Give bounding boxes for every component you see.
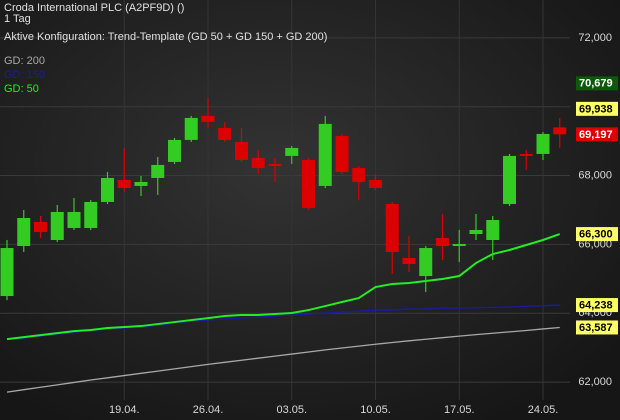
candle-body [84, 201, 98, 228]
price-tag-label: 69,197 [579, 129, 613, 141]
x-tick-label: 19.04. [109, 404, 140, 416]
moving-average-line [6, 326, 560, 393]
price-tag [576, 227, 618, 242]
candle-body [134, 181, 148, 186]
candle-body [235, 141, 248, 160]
price-tag [576, 320, 618, 335]
legend-entry: GD: 50 [4, 83, 39, 95]
x-tick-label: 17.05. [444, 404, 475, 416]
x-tick-label: 24.05. [528, 404, 559, 416]
chart-title: Croda International PLC (A2PF9D) () [4, 2, 184, 14]
candle-body [402, 258, 416, 265]
y-tick-label: 62,000 [578, 376, 612, 388]
legend-entry: GD: 150 [4, 69, 45, 81]
candle-body [469, 229, 483, 235]
price-tag [576, 101, 618, 116]
candle-body [519, 153, 533, 156]
candle-body [318, 123, 332, 186]
candle-body [34, 221, 47, 233]
candle-body [335, 135, 349, 172]
candle-body [17, 218, 31, 247]
candle-body [436, 238, 449, 247]
x-tick-label: 10.05. [360, 404, 391, 416]
candle-body [285, 147, 299, 156]
candle-body [302, 159, 315, 208]
candle-body [201, 115, 215, 122]
y-tick-label: 68,000 [578, 169, 612, 181]
candle-body [117, 179, 131, 188]
candle-body [184, 117, 198, 140]
candle-body [385, 203, 399, 253]
candle-body [486, 220, 500, 240]
x-tick-label: 26.04. [193, 404, 224, 416]
y-tick-label: 66,000 [578, 238, 612, 250]
candle-body [168, 139, 181, 162]
x-tick-label: 03.05. [276, 404, 307, 416]
candle-body [553, 127, 567, 135]
config-text: Aktive Konfiguration: Trend-Template (GD… [4, 31, 327, 43]
price-tag-label: 66,300 [579, 228, 613, 240]
candle-body [369, 179, 382, 188]
price-tag-label: 64,238 [579, 299, 613, 311]
price-tag [576, 298, 618, 313]
price-tag [576, 76, 618, 91]
candle-body [419, 248, 433, 277]
price-tag-label: 69,938 [579, 103, 613, 115]
candle-body [268, 163, 282, 166]
candle-body [218, 127, 232, 140]
candle-body [251, 157, 265, 168]
price-tag [576, 127, 618, 142]
candle-body [101, 177, 114, 202]
price-tag-label: 63,587 [579, 322, 613, 334]
candle-body [536, 133, 550, 154]
candle-body [67, 211, 81, 228]
candle-body [503, 155, 516, 204]
y-tick-label: 72,000 [578, 32, 612, 44]
legend-entry: GD: 200 [4, 55, 45, 67]
candle-body [352, 167, 366, 182]
candle-body [151, 164, 165, 178]
price-tag-label: 70,679 [579, 78, 613, 90]
candle-body [452, 243, 466, 247]
moving-average-line [6, 233, 561, 341]
candle-body [0, 248, 14, 297]
candle-body [50, 211, 64, 240]
chart-subtitle: 1 Tag [4, 13, 31, 25]
